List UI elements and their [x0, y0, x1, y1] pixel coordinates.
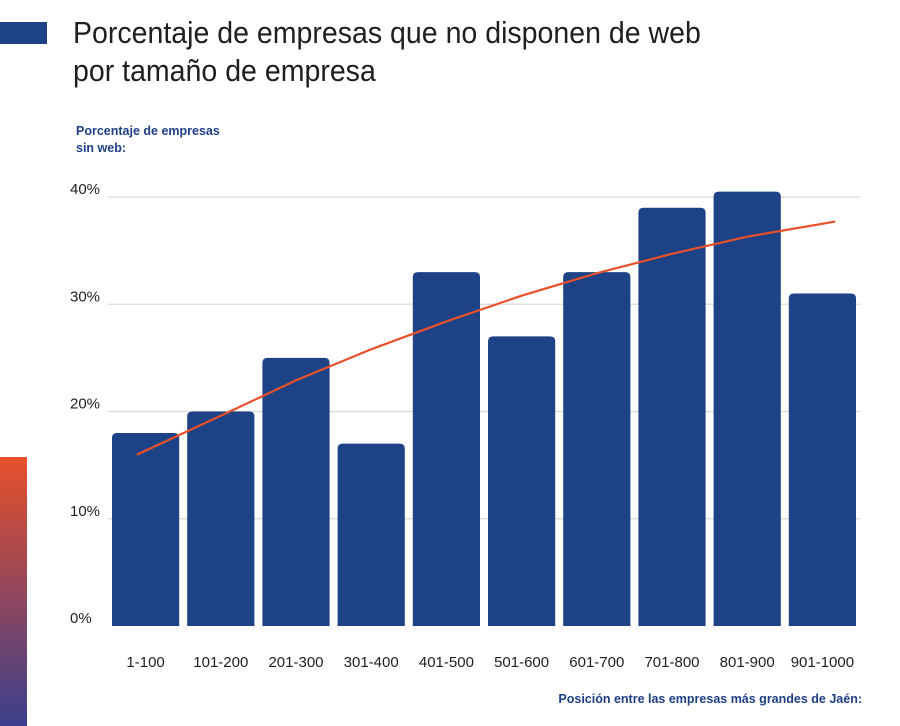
- x-tick-label: 701-800: [644, 654, 699, 671]
- y-axis-label: Porcentaje de empresas sin web:: [76, 123, 276, 157]
- bar-401-500: [412, 272, 480, 626]
- bar-701-800: [638, 207, 706, 626]
- y-tick-labels: 0% 10% 20% 30% 40%: [70, 181, 100, 627]
- y-tick-label: 10%: [70, 503, 100, 520]
- x-tick-label: 901-1000: [791, 654, 854, 671]
- y-axis-label-line-2: sin web:: [76, 141, 127, 155]
- bar-301-400: [337, 443, 405, 626]
- bar-101-200: [187, 411, 255, 626]
- trend-line-group: [136, 220, 836, 456]
- chart-title-line-1: Porcentaje de empresas que no disponen d…: [73, 15, 701, 50]
- bars: [112, 191, 856, 626]
- y-axis-label-line-1: Porcentaje de empresas: [76, 124, 220, 138]
- trend-line: [136, 220, 836, 456]
- bar-601-700: [563, 272, 631, 626]
- y-tick-label: 40%: [70, 181, 100, 198]
- x-tick-label: 1-100: [126, 654, 164, 671]
- y-tick-label: 20%: [70, 396, 100, 413]
- bar-501-600: [488, 336, 556, 626]
- x-tick-label: 401-500: [419, 654, 474, 671]
- y-tick-label: 30%: [70, 288, 100, 305]
- side-gradient-bar: [0, 457, 27, 726]
- x-tick-label: 501-600: [494, 654, 549, 671]
- x-tick-label: 301-400: [344, 654, 399, 671]
- x-tick-labels: 1-100 101-200 201-300 301-400 401-500 501-600…: [126, 654, 854, 671]
- y-tick-label: 0%: [70, 610, 92, 627]
- x-tick-label: 101-200: [193, 654, 248, 671]
- bar-801-900: [713, 191, 781, 626]
- x-tick-label: 201-300: [268, 654, 323, 671]
- x-axis-label: Posición entre las empresas más grandes …: [558, 692, 862, 706]
- bar-1-100: [112, 432, 180, 626]
- chart-title-line-2: por tamaño de empresa: [73, 53, 376, 88]
- x-tick-label: 601-700: [569, 654, 624, 671]
- chart-title: Porcentaje de empresas que no disponen d…: [73, 14, 809, 90]
- bar-901-1000: [788, 293, 856, 626]
- bar-201-300: [262, 357, 330, 626]
- title-accent-block: [0, 22, 47, 44]
- x-tick-label: 801-900: [720, 654, 775, 671]
